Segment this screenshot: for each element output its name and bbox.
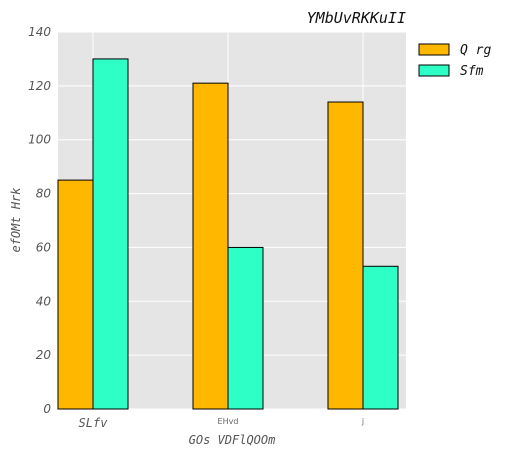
bar-sfm-ehvd: [227, 246, 264, 410]
y-axis-ticks: 0 20 40 60 80 100 120 140: [28, 25, 51, 416]
bar-q-rg-slfv: [57, 179, 94, 410]
y-tick-label: 20: [36, 348, 52, 362]
y-tick-label: 100: [28, 133, 51, 147]
y-tick-label: 140: [28, 25, 51, 39]
bar-sfm-slfv: [92, 58, 129, 410]
x-axis-label: GOs VDFlQOOm: [189, 433, 276, 447]
y-tick-label: 0: [43, 402, 51, 416]
chart-title: YMbUvRKKuII: [307, 9, 406, 27]
legend-swatch: [418, 64, 450, 77]
legend-swatch: [418, 43, 450, 56]
y-tick-label: 120: [28, 79, 51, 93]
y-axis-label: efOMt Hrk: [9, 187, 23, 253]
y-tick-label: 80: [36, 187, 52, 201]
legend-label: Q rg: [460, 43, 491, 58]
bars: [57, 58, 399, 410]
x-axis-ticks: SLfv EHvd j: [79, 416, 365, 430]
x-tick-label: SLfv: [79, 416, 109, 430]
y-tick-label: 40: [36, 294, 52, 308]
y-tick-label: 60: [36, 240, 52, 254]
x-tick-label: EHvd: [218, 417, 239, 426]
legend: Q rg Sfm: [418, 43, 491, 79]
bar-q-rg-ehvd: [192, 82, 229, 410]
x-tick-label: j: [361, 417, 364, 426]
bar-q-rg-j: [327, 101, 364, 410]
legend-label: Sfm: [460, 64, 484, 79]
bar-sfm-j: [362, 265, 399, 410]
